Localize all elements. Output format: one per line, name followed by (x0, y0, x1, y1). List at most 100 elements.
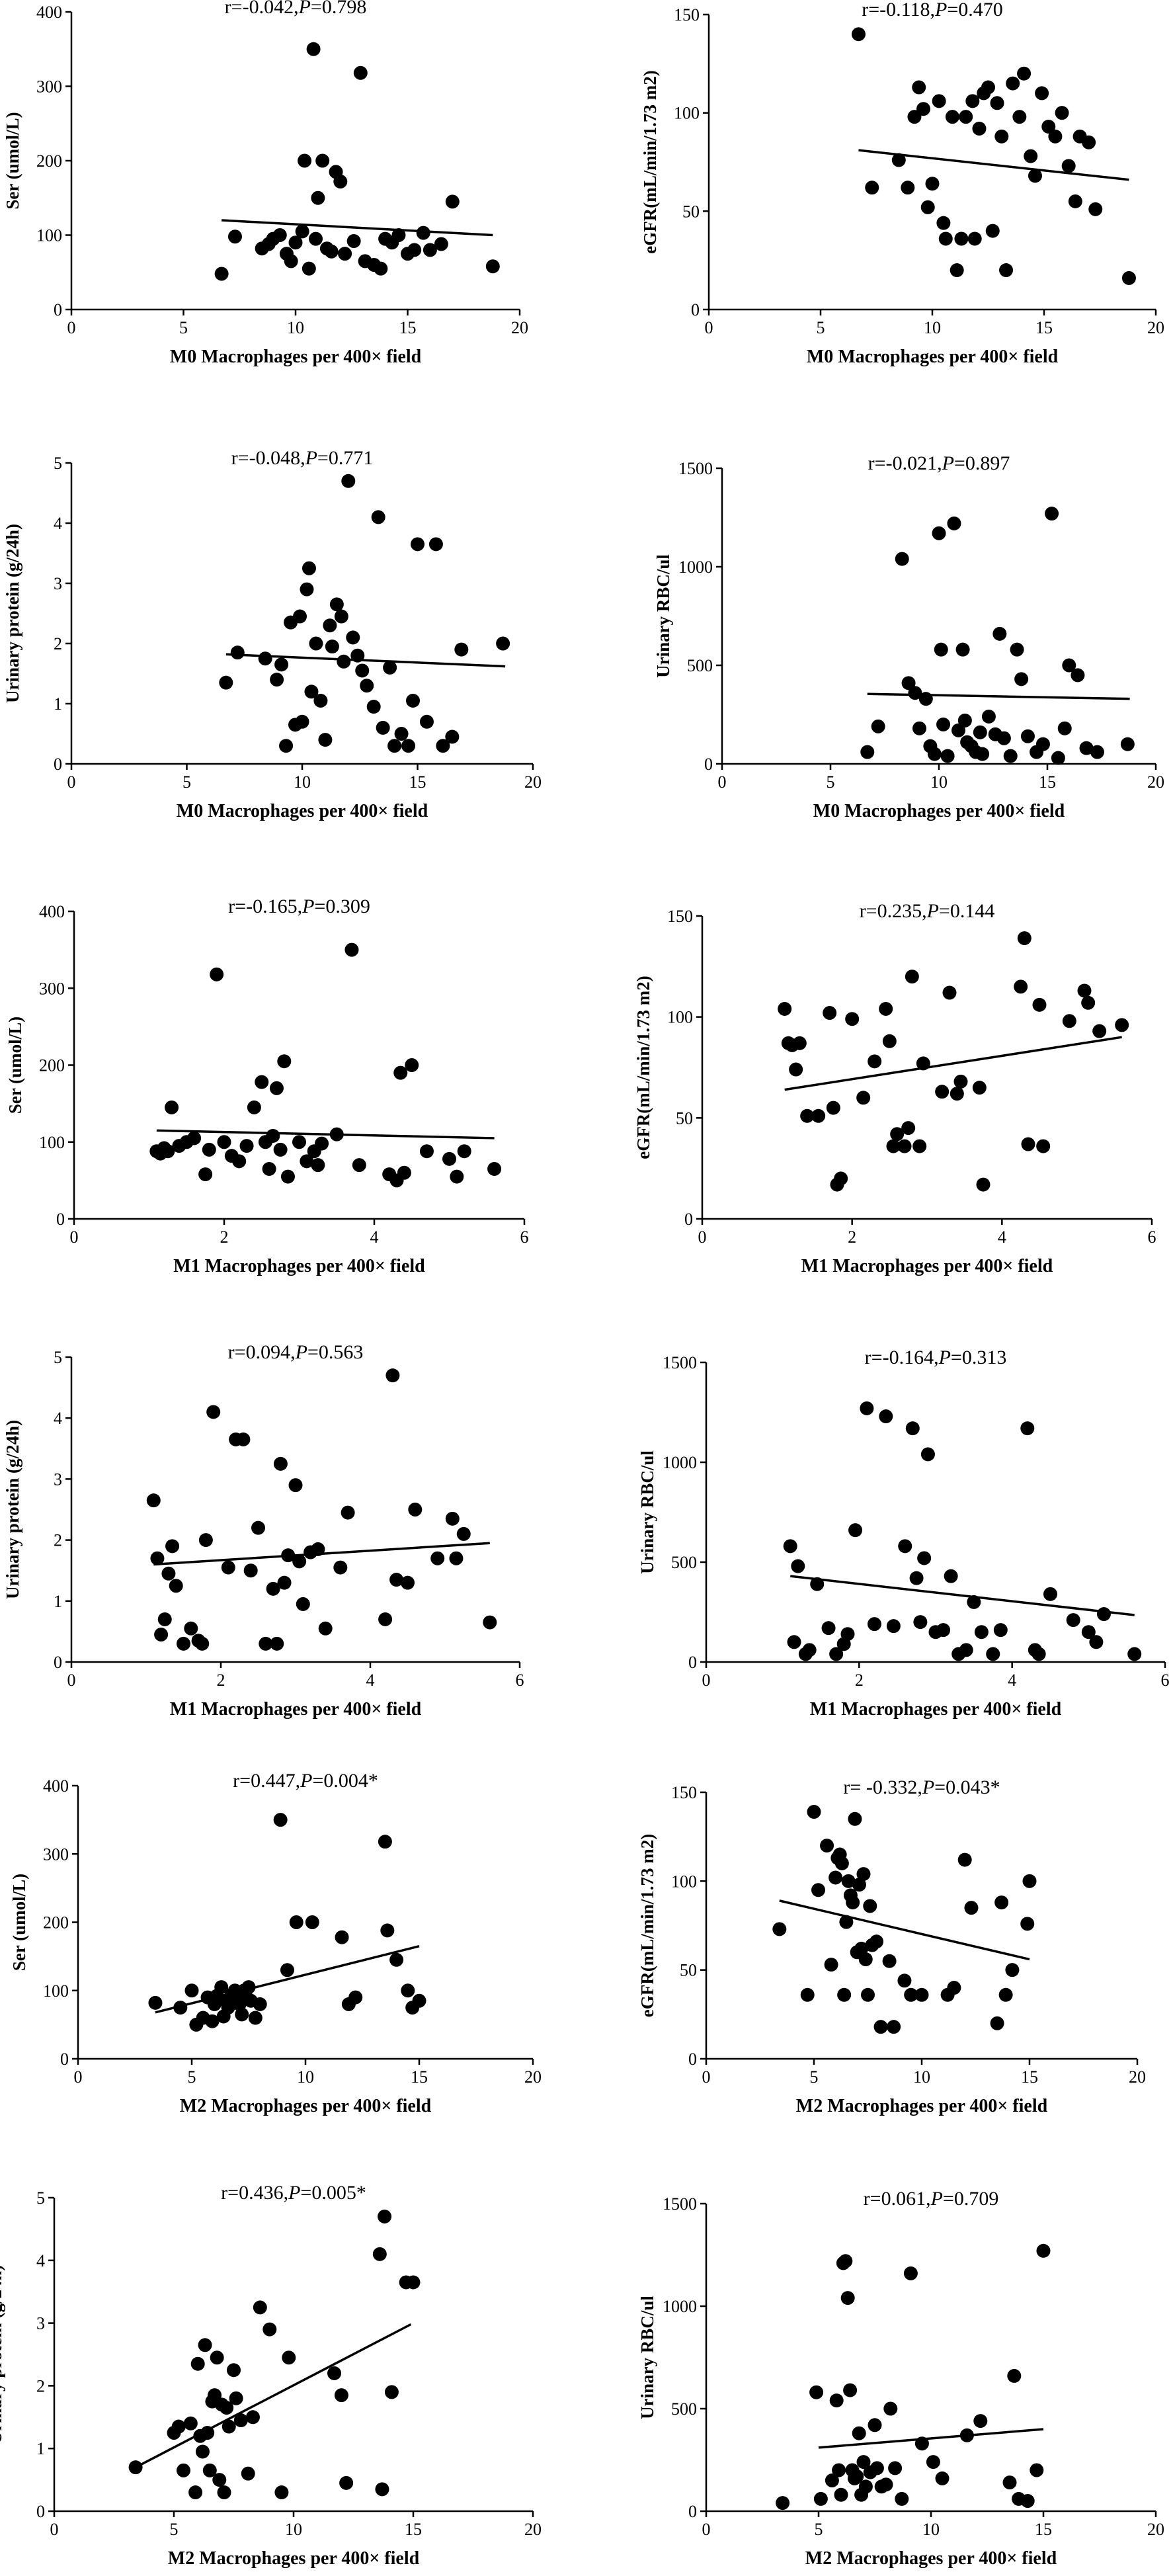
data-point (913, 1615, 928, 1630)
x-tick-label: 10 (922, 2520, 940, 2539)
data-point (912, 1139, 927, 1153)
data-point (825, 2473, 839, 2487)
data-point (445, 194, 460, 209)
stat-r-value: r=0.061, (864, 2188, 931, 2210)
data-point (947, 1981, 961, 1995)
data-point (871, 719, 885, 733)
data-point (214, 1980, 229, 1995)
data-point (1062, 658, 1076, 673)
data-point (292, 1135, 306, 1149)
data-point (389, 1573, 404, 1587)
x-tick-label: 20 (1147, 2520, 1164, 2539)
y-tick-label: 1000 (663, 2297, 697, 2316)
x-tick-label: 2 (220, 1227, 229, 1247)
data-point (975, 747, 990, 761)
data-point (487, 1161, 502, 1176)
x-tick-label: 0 (702, 2067, 711, 2087)
data-point (198, 2338, 212, 2352)
data-point (273, 1142, 288, 1157)
data-point (1092, 1024, 1107, 1038)
y-tick-label: 100 (43, 1981, 69, 2001)
correlation-stat: r=-0.165,P=0.309 (228, 895, 370, 917)
y-tick-label: 0 (688, 2502, 697, 2521)
data-point (1032, 997, 1047, 1012)
data-point (821, 1621, 836, 1636)
data-point (993, 1623, 1008, 1638)
x-tick-label: 4 (366, 1671, 375, 1690)
scatter-panel-2: 0 5 10 15 20 0 50 100 150 r=-0.118,P=0.470 M0 Macr… (640, 0, 1164, 367)
regression-line (818, 2428, 1044, 2449)
regression-line (779, 1899, 1030, 1961)
data-point (851, 27, 866, 42)
data-point (840, 1627, 855, 1641)
y-tick-label: 150 (674, 5, 700, 24)
data-point (905, 1421, 920, 1436)
data-point (277, 1575, 292, 1590)
x-tick-label: 0 (74, 2067, 83, 2087)
data-point (263, 2322, 277, 2337)
data-point (1115, 1018, 1129, 1032)
scatter-panel-7: 0 2 4 6 0 1 2 3 4 5 r=0.094,P=0.563 M1 Macrophages … (3, 1341, 524, 1720)
y-axis-label: eGFR(mL/min/1.73 m2) (633, 976, 653, 1159)
data-point (813, 2491, 828, 2506)
data-point (809, 2385, 824, 2399)
data-point (445, 1511, 460, 1526)
data-point (457, 1144, 471, 1159)
data-point (300, 582, 314, 597)
scatter-panel-10: 0 5 10 15 20 0 50 100 150 r= -0.332,P=0.043* M2 Ma… (637, 1776, 1146, 2116)
x-tick-label: 10 (913, 2067, 930, 2087)
y-tick-label: 100 (39, 1133, 65, 1152)
data-point (406, 693, 421, 708)
data-point (967, 1595, 981, 1609)
data-point (935, 1085, 950, 1099)
stat-p-symbol: P (295, 1341, 307, 1363)
stat-p-symbol: P (938, 1347, 951, 1368)
x-tick-label: 20 (524, 772, 542, 792)
x-tick-label: 6 (1161, 1671, 1170, 1690)
data-point (277, 1054, 292, 1069)
correlation-stat: r=0.436,P=0.005* (221, 2182, 366, 2204)
data-point (843, 2383, 858, 2397)
data-point (856, 1867, 871, 1882)
data-point (886, 1619, 901, 1634)
data-point (222, 2419, 236, 2434)
y-tick-label: 0 (684, 1210, 693, 1229)
data-point (837, 1987, 852, 2002)
data-point (1020, 1421, 1035, 1436)
data-point (412, 1993, 426, 2008)
data-point (1020, 2494, 1035, 2508)
x-axis-label: M2 Macrophages per 400× field (168, 2548, 420, 2569)
data-point (990, 96, 1004, 110)
data-point (932, 94, 946, 108)
x-tick-label: 20 (524, 2520, 542, 2539)
stat-r-value: r=0.447, (233, 1770, 300, 1792)
data-point (901, 181, 915, 195)
x-tick-label: 15 (409, 772, 426, 792)
data-point (187, 1131, 202, 1145)
data-point (888, 2461, 903, 2475)
data-point (964, 1901, 979, 1915)
data-point (269, 1081, 284, 1095)
data-point (352, 1158, 366, 1173)
data-point (195, 2444, 210, 2459)
data-point (190, 2356, 205, 2371)
stat-p-value: =0.005* (300, 2182, 366, 2204)
y-tick-label: 0 (60, 2050, 69, 2069)
y-tick-label: 100 (674, 104, 700, 123)
data-point (366, 700, 381, 714)
data-point (898, 1539, 912, 1554)
y-tick-label: 0 (54, 300, 62, 319)
data-point (380, 1923, 395, 1938)
data-point (289, 1915, 303, 1929)
data-point (210, 967, 224, 981)
x-axis-label: M1 Macrophages per 400× field (810, 1699, 1062, 1720)
data-point (882, 1034, 897, 1048)
data-point (907, 110, 922, 124)
y-tick-label: 5 (54, 1348, 62, 1367)
stat-p-symbol: P (288, 2182, 300, 2204)
data-point (1012, 110, 1027, 124)
data-point (344, 942, 359, 957)
stat-p-value: =0.563 (307, 1341, 363, 1363)
data-point (295, 224, 309, 239)
y-tick-label: 0 (688, 2050, 697, 2069)
